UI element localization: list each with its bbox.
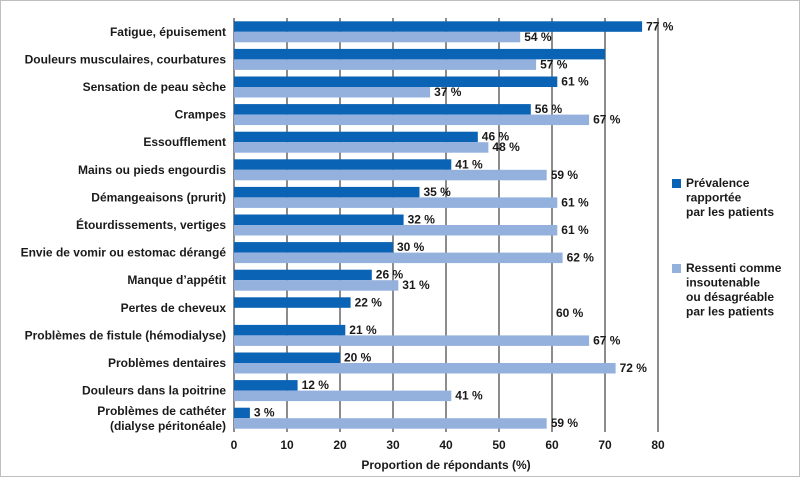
category-label: Essoufflement [143, 135, 226, 149]
bar-prevalence [234, 352, 340, 363]
value-label-ressenti: 61 % [561, 195, 589, 209]
value-label-ressenti: 61 % [561, 223, 589, 237]
category-label: Problèmes dentaires [108, 356, 226, 370]
bar-ressenti [234, 390, 452, 402]
bar-ressenti [234, 114, 590, 126]
bar-ressenti [234, 225, 558, 236]
x-tick-label: 80 [651, 438, 665, 452]
value-label-ressenti: 60 % [556, 306, 584, 320]
category-label: Envie de vomir ou estomac dérangé [21, 246, 227, 260]
bar-ressenti [234, 87, 431, 98]
bar-prevalence [234, 297, 351, 308]
x-tick-label: 50 [492, 438, 506, 452]
x-tick-label: 10 [280, 438, 294, 452]
bar-ressenti [234, 335, 590, 346]
value-label-prevalence: 21 % [349, 323, 377, 337]
bar-ressenti [234, 142, 489, 153]
value-label-prevalence: 30 % [397, 240, 425, 254]
bar-prevalence [234, 380, 298, 391]
value-label-ressenti: 67 % [593, 333, 621, 347]
x-axis-title: Proportion de répondants (%) [361, 458, 530, 472]
value-label-ressenti: 31 % [402, 278, 430, 292]
value-label-prevalence: 41 % [455, 157, 483, 171]
legend: Prévalence rapportée par les patients Resse… [672, 176, 782, 319]
bar-prevalence [234, 131, 478, 143]
bar-ressenti [234, 31, 521, 43]
category-label: Démangeaisons (prurit) [91, 190, 226, 204]
bar-prevalence [234, 48, 605, 60]
category-label: Pertes de cheveux [121, 301, 227, 315]
bar-prevalence [234, 407, 250, 419]
value-label-prevalence: 61 % [561, 75, 589, 89]
category-label: Problèmes de fistule (hémodialyse) [25, 328, 226, 342]
value-label-ressenti: 59 % [551, 168, 579, 182]
value-label-ressenti: 62 % [567, 251, 595, 265]
bar-prevalence [234, 242, 393, 253]
value-label-prevalence: 26 % [376, 268, 404, 282]
x-tick-label: 30 [386, 438, 400, 452]
value-label-ressenti: 57 % [540, 57, 568, 71]
value-label-prevalence: 46 % [482, 130, 510, 144]
value-label-ressenti: 37 % [434, 85, 462, 99]
x-tick-label: 60 [545, 438, 559, 452]
value-label-ressenti: 54 % [524, 30, 552, 44]
bar-ressenti [234, 280, 399, 291]
value-label-ressenti: 67 % [593, 113, 621, 127]
value-label-ressenti: 41 % [455, 389, 483, 403]
bar-prevalence [234, 324, 346, 336]
value-label-prevalence: 12 % [302, 378, 330, 392]
category-label: Étourdissements, vertiges [76, 217, 226, 232]
category-label: Douleurs musculaires, courbatures [25, 52, 227, 66]
bar-ressenti [234, 252, 563, 264]
bar-ressenti [234, 169, 547, 181]
x-tick-label: 0 [231, 438, 238, 452]
bars [234, 21, 643, 429]
bar-ressenti [234, 59, 537, 70]
value-label-ressenti: 59 % [551, 416, 579, 430]
legend-entry: Prévalence rapportée par les patients [686, 176, 774, 219]
value-label-prevalence: 3 % [254, 406, 275, 420]
bar-ressenti [234, 197, 558, 208]
legend-swatch [672, 179, 681, 188]
value-labels: 77 % 54 % 57 % 61 % 37 % 56 % 67 % 46 %48 % 41 %… [254, 19, 674, 430]
bar-prevalence [234, 21, 643, 32]
value-label-prevalence: 77 % [646, 19, 674, 33]
value-label-prevalence: 32 % [408, 213, 436, 227]
x-tick-labels: 0 10 20 30 40 50 60 70 80 [231, 438, 665, 452]
category-label: Problèmes de cathéter (dialyse péritonéal… [97, 404, 226, 433]
x-tick-label: 40 [439, 438, 453, 452]
bar-ressenti [234, 418, 547, 429]
bar-ressenti [234, 363, 616, 374]
category-labels: Fatigue, épuisement Douleurs musculaires,… [21, 25, 227, 433]
bar-prevalence [234, 159, 452, 170]
bar-prevalence [234, 104, 531, 115]
value-label-ressenti: 72 % [620, 361, 648, 375]
bar-prevalence [234, 76, 558, 87]
bar-prevalence [234, 186, 420, 198]
category-label: Crampes [175, 108, 227, 122]
bar-prevalence [234, 214, 404, 225]
value-label-prevalence: 56 % [535, 102, 563, 116]
category-label: Mains ou pieds engourdis [78, 163, 226, 177]
category-label: Fatigue, épuisement [110, 25, 226, 39]
value-label-prevalence: 22 % [355, 295, 383, 309]
category-label: Sensation de peau sèche [83, 80, 227, 94]
value-label-prevalence: 20 % [344, 351, 372, 365]
category-label: Douleurs dans la poitrine [82, 384, 226, 398]
legend-entry: Ressenti comme insoutenable ou désagréable… [686, 261, 782, 319]
x-tick-label: 20 [333, 438, 347, 452]
value-label-ressenti: 48 % [492, 140, 520, 154]
category-label: Manque d’appétit [127, 273, 226, 287]
value-label-prevalence: 35 % [424, 185, 452, 199]
legend-swatch [672, 264, 681, 273]
bar-prevalence [234, 269, 372, 281]
x-tick-label: 70 [598, 438, 612, 452]
